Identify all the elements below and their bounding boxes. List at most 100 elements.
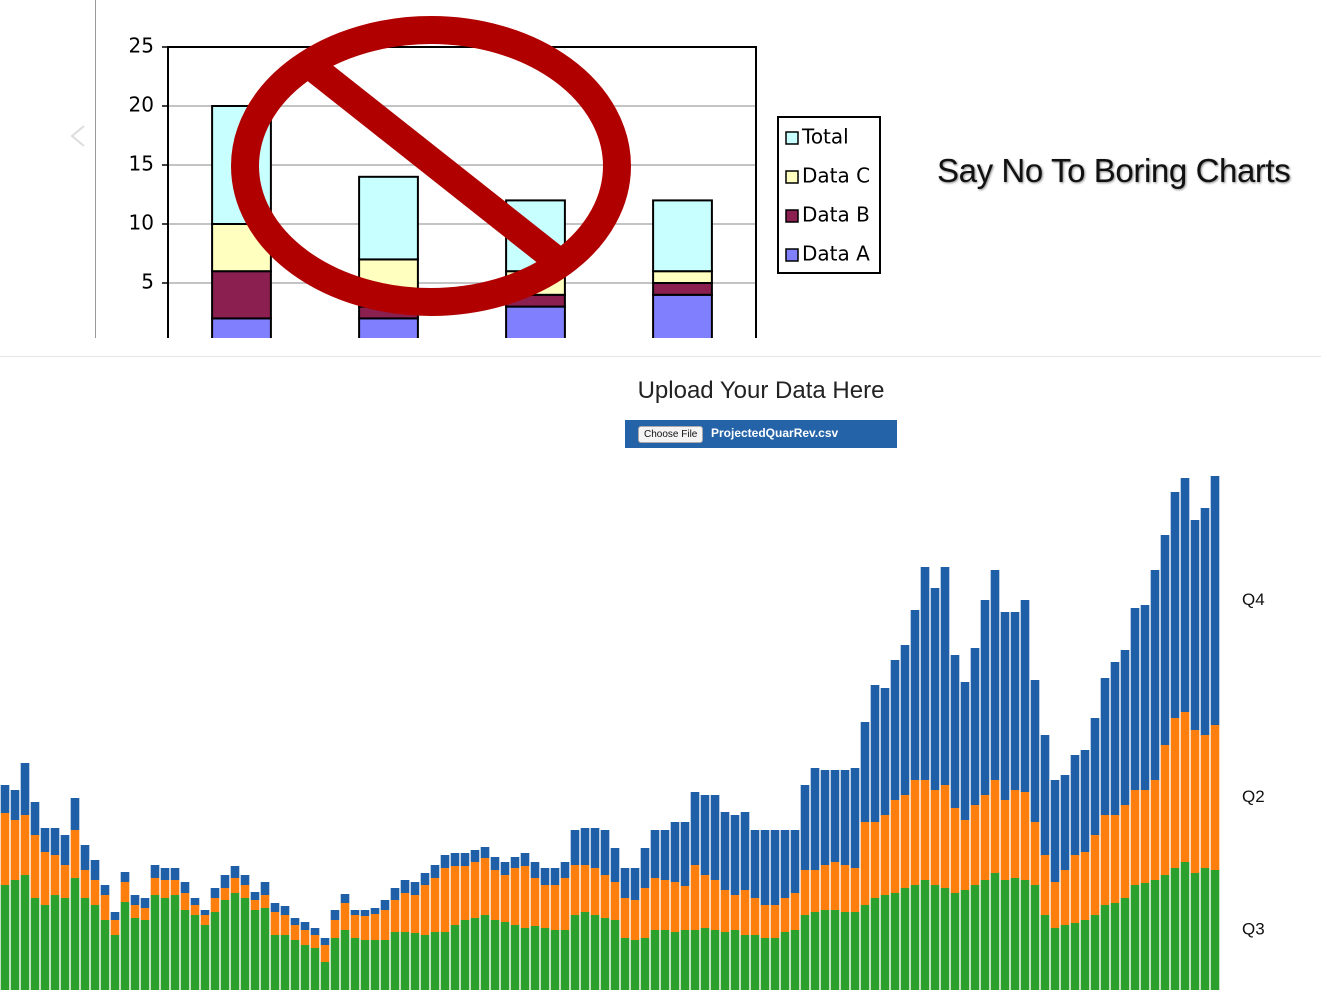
bar-segment [870,898,880,990]
bar-segment [950,655,960,808]
bar-segment [10,820,20,880]
carousel-prev[interactable] [66,122,90,150]
bar-segment [70,830,80,878]
bar-segment [80,898,90,990]
bar-segment [800,785,810,870]
carousel-caption: Say No To Boring Charts [937,152,1291,189]
bar-segment [300,922,310,930]
bar-segment [50,828,60,855]
bar-segment [220,900,230,990]
bar-segment [360,910,370,916]
bar-segment [1200,868,1210,990]
bar-segment [320,945,330,962]
bar-segment [880,895,890,990]
bar-segment [600,918,610,990]
bar-segment [700,875,710,928]
bar-segment [150,878,160,895]
bar-segment [420,885,430,935]
bar-segment [940,785,950,888]
bar-segment [790,930,800,990]
bar-segment [860,822,870,905]
bar-segment [1050,882,1060,928]
bar-segment [510,868,520,925]
bar-segment [1000,800,1010,880]
bar-segment [500,875,510,922]
bar-segment [1090,718,1100,835]
bar-segment [0,813,10,885]
bar-segment [610,882,620,920]
bar-segment [980,880,990,990]
bar-segment [430,932,440,990]
bar-segment [760,938,770,990]
bar-segment [930,588,940,790]
bar-segment [10,790,20,820]
bar-segment [1110,662,1120,815]
bar-segment [660,880,670,930]
bar-segment [400,880,410,893]
bar-segment [1160,875,1170,990]
bar-segment [1120,650,1130,805]
bar-segment [380,940,390,990]
bar-segment [652,270,713,285]
bar-segment [670,882,680,932]
bar-segment [1070,755,1080,855]
bar-segment [180,882,190,893]
bar-segment [440,932,450,990]
bar-segment [380,900,390,910]
bar-segment [230,866,240,878]
legend-swatch [785,170,799,184]
bar-segment [910,610,920,780]
separator [0,356,1321,357]
bar-segment [950,893,960,990]
bar-segment [1030,822,1040,885]
bar-segment [110,935,120,990]
bar-segment [320,938,330,945]
bar-segment [1040,735,1050,855]
bar-segment [120,902,130,990]
bar-segment [570,865,580,915]
bar-segment [690,792,700,865]
bar-segment [1100,678,1110,815]
bar-segment [660,930,670,990]
bar-segment [310,935,320,948]
bar-segment [730,815,740,895]
bar-segment [1140,605,1150,790]
bar-segment [890,660,900,800]
bar-segment [550,868,560,885]
bar-segment [120,872,130,882]
bar-segment [1120,898,1130,990]
bar-segment [1040,855,1050,915]
bar-segment [690,865,700,930]
bar-segment [700,928,710,990]
bar-segment [20,875,30,990]
bar-segment [20,815,30,875]
bar-segment [830,770,840,862]
bar-segment [1180,478,1190,712]
bar-segment [640,888,650,938]
bar-segment [980,600,990,795]
bar-segment [700,795,710,875]
legend-label: Q3 [1242,919,1265,938]
bar-segment [505,305,566,338]
bar-segment [800,915,810,990]
bar-segment [170,880,180,895]
bar-segment [260,908,270,990]
bar-segment [770,830,780,905]
y-tick-label: 10 [129,211,154,235]
bar-segment [660,830,670,880]
bar-segment [350,938,360,990]
bar-segment [250,892,260,900]
bar-segment [670,932,680,990]
bar-segment [790,893,800,930]
bar-segment [870,685,880,822]
bar-segment [200,915,210,925]
bar-segment [210,898,220,912]
legend-swatch [785,131,799,145]
choose-file-button[interactable]: Choose File [638,426,704,443]
bar-segment [850,768,860,868]
bar-segment [540,885,550,928]
bar-segment [710,795,720,880]
bar-segment [90,860,100,880]
bar-segment [800,870,810,915]
bar-segment [360,916,370,940]
